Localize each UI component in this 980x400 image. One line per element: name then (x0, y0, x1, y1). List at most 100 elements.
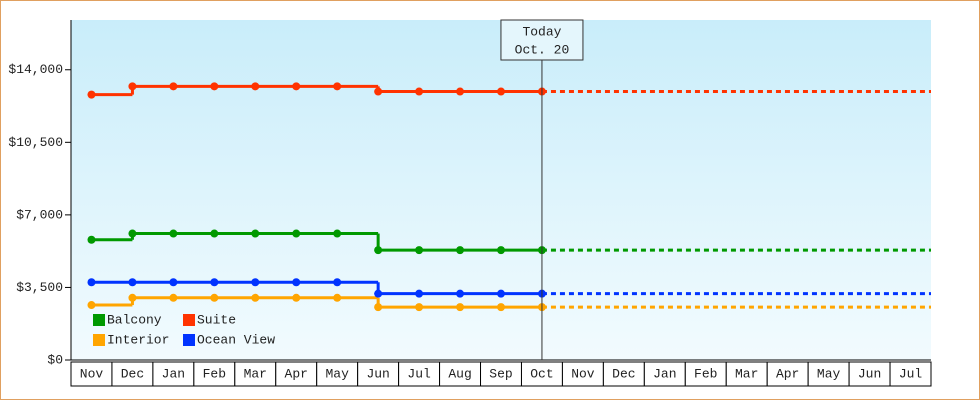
point (210, 229, 219, 238)
point (456, 246, 465, 255)
legend-label: Ocean View (197, 332, 275, 347)
point (374, 289, 383, 298)
x-tick-label: Oct (530, 366, 553, 381)
today-box (500, 19, 584, 61)
point (456, 87, 465, 96)
point (374, 303, 383, 312)
point (456, 303, 465, 312)
point (210, 278, 219, 287)
month-cell (848, 361, 891, 387)
month-cell (684, 361, 727, 387)
point (169, 229, 178, 238)
point (415, 246, 424, 255)
month-cell (193, 361, 236, 387)
point (415, 87, 424, 96)
x-tick-label: Apr (285, 366, 308, 381)
month-cell (889, 361, 932, 387)
x-tick-label: Sep (489, 366, 512, 381)
month-cell (643, 361, 686, 387)
point (497, 303, 505, 312)
point (292, 293, 301, 302)
point (251, 278, 260, 287)
point (456, 289, 465, 298)
x-tick-label: Jun (366, 366, 389, 381)
x-tick-label: Mar (244, 366, 267, 381)
x-tick-label: Dec (612, 366, 635, 381)
point (87, 235, 96, 244)
point (128, 293, 137, 302)
legend-swatch (183, 314, 195, 326)
point (333, 293, 342, 302)
month-cell (602, 361, 645, 387)
point (497, 289, 505, 298)
month-cell (70, 361, 113, 387)
point (292, 278, 301, 287)
point (415, 289, 424, 298)
x-tick-label: Feb (694, 366, 717, 381)
point (128, 229, 137, 238)
y-tick-label: $3,500 (16, 280, 63, 295)
x-tick-label: Jul (899, 366, 923, 381)
month-cell (561, 361, 604, 387)
legend-swatch (93, 334, 105, 346)
month-cell (439, 361, 482, 387)
x-tick-label: Nov (571, 366, 595, 381)
x-tick-label: May (817, 366, 841, 381)
legend-swatch (93, 314, 105, 326)
x-tick-label: Apr (776, 366, 799, 381)
point (87, 278, 96, 287)
month-cell (152, 361, 195, 387)
month-cell (111, 361, 154, 387)
y-tick-label: $14,000 (8, 62, 63, 77)
x-tick-label: Jan (162, 366, 185, 381)
x-tick-label: Aug (448, 366, 471, 381)
month-cell (766, 361, 809, 387)
point (333, 82, 342, 91)
x-tick-label: Feb (203, 366, 226, 381)
month-cell (725, 361, 768, 387)
point (251, 293, 260, 302)
month-cell (234, 361, 277, 387)
point (333, 278, 342, 287)
point (128, 82, 137, 91)
y-tick-label: $10,500 (8, 135, 63, 150)
point (497, 87, 505, 96)
point (169, 82, 178, 91)
point (374, 246, 383, 255)
x-tick-label: May (325, 366, 349, 381)
legend-label: Suite (197, 312, 236, 327)
point (333, 229, 342, 238)
x-tick-label: Mar (735, 366, 758, 381)
x-tick-label: Dec (121, 366, 144, 381)
month-cell (807, 361, 850, 387)
point (210, 82, 219, 91)
legend-label: Balcony (107, 312, 162, 327)
legend-swatch (183, 334, 195, 346)
today-date: Oct. 20 (515, 42, 570, 57)
x-tick-label: Nov (80, 366, 104, 381)
point (210, 293, 219, 302)
today-title: Today (522, 24, 561, 39)
x-tick-label: Jul (407, 366, 431, 381)
point (374, 87, 383, 96)
month-cell (316, 361, 359, 387)
month-cell (398, 361, 441, 387)
y-tick-label: $0 (47, 352, 63, 367)
y-tick-label: $7,000 (16, 207, 63, 222)
point (292, 82, 301, 91)
point (87, 90, 96, 99)
point (169, 278, 178, 287)
x-tick-label: Jun (858, 366, 881, 381)
point (87, 301, 96, 310)
point (169, 293, 178, 302)
month-cell (357, 361, 400, 387)
point (251, 229, 260, 238)
x-tick-label: Jan (653, 366, 676, 381)
point (128, 278, 137, 287)
point (251, 82, 260, 91)
legend-label: Interior (107, 332, 169, 347)
month-cell (275, 361, 318, 387)
point (415, 303, 424, 312)
point (292, 229, 301, 238)
